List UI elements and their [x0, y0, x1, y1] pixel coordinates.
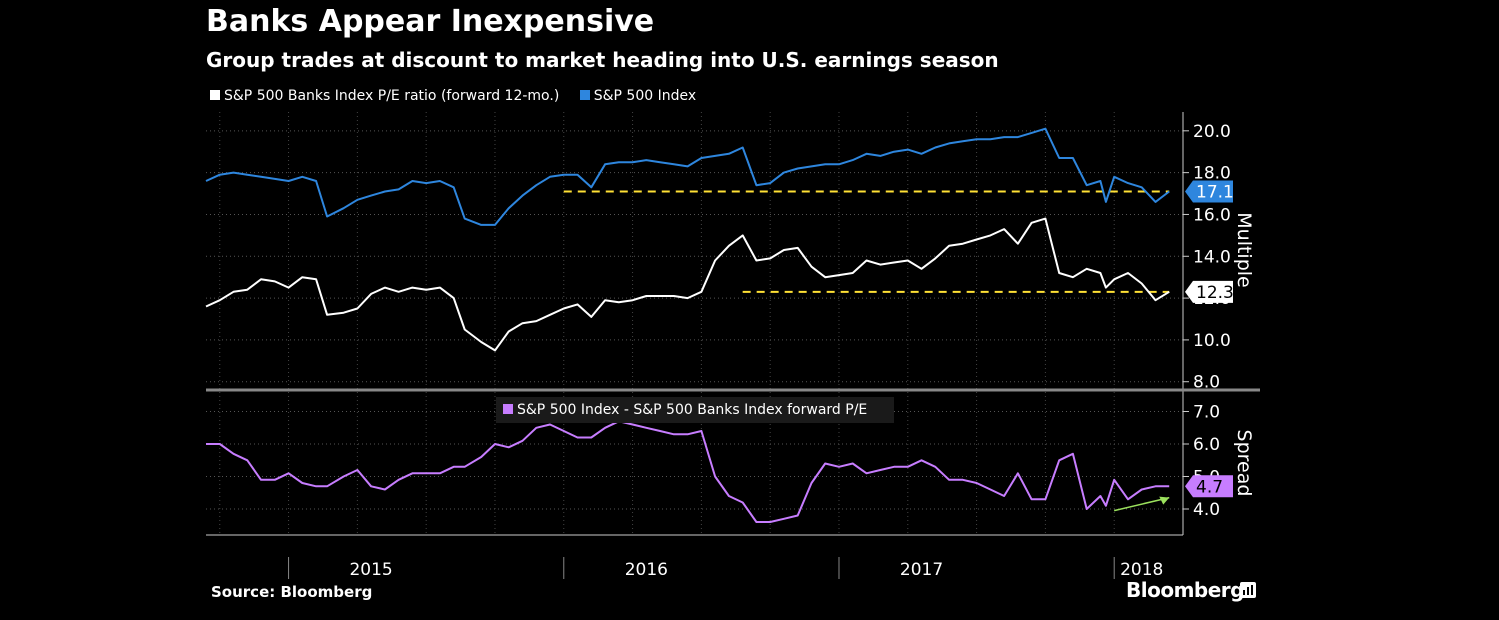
reference-lines	[563, 190, 1170, 293]
legend-swatch-spread	[503, 404, 513, 414]
legend-label-banks-pe: S&P 500 Banks Index P/E ratio (forward 1…	[224, 88, 560, 104]
banks-last-value-bg	[1185, 280, 1233, 303]
sp500-pe-line	[205, 127, 1170, 226]
bottom-ytick-label: 4.0	[1193, 500, 1220, 520]
spread-line	[206, 420, 1170, 523]
spread-last-value: 4.7	[1196, 477, 1223, 497]
sp500-last-value-bg	[1185, 180, 1233, 203]
top-axis-label: Multiple	[1233, 212, 1255, 287]
bottom-legend: S&P 500 Index - S&P 500 Banks Index forw…	[496, 397, 894, 423]
top-panel-grid	[206, 130, 1183, 383]
bloomberg-chart-icon	[1240, 582, 1256, 598]
source-note: Source: Bloomberg	[211, 583, 373, 601]
chart-title: Banks Appear Inexpensive	[206, 4, 655, 39]
legend-swatch-sp500	[579, 90, 590, 100]
top-ytick-label: 18.0	[1193, 164, 1231, 184]
bottom-ytick-label: 7.0	[1193, 403, 1220, 423]
bottom-axis-label: Spread	[1233, 430, 1255, 497]
legend-label-sp500: S&P 500 Index	[593, 88, 697, 104]
top-ytick-label: 20.0	[1193, 122, 1231, 142]
x-tick-label: 2017	[900, 560, 943, 580]
top-ytick-label: 8.0	[1193, 373, 1220, 393]
tick-labels: 8.010.012.014.016.018.020.04.05.06.07.02…	[349, 122, 1255, 580]
axes	[206, 112, 1260, 579]
banks-pe-line	[205, 217, 1170, 352]
legend-swatch-banks-pe	[210, 90, 220, 100]
year-gridlines	[219, 112, 1115, 535]
legend-top: S&P 500 Banks Index P/E ratio (forward 1…	[210, 88, 712, 104]
trend-arrow-head	[1159, 496, 1170, 505]
chart-subtitle: Group trades at discount to market headi…	[206, 48, 999, 72]
sp500-last-value: 17.1	[1196, 182, 1234, 202]
legend-item-banks-pe: S&P 500 Banks Index P/E ratio (forward 1…	[210, 88, 559, 104]
bottom-legend-box	[496, 397, 894, 423]
banks-last-value: 12.3	[1196, 283, 1234, 303]
legend-item-sp500: S&P 500 Index	[579, 88, 697, 104]
bottom-ytick-label: 6.0	[1193, 435, 1220, 455]
value-labels: 17.1 12.3 4.7	[1114, 180, 1234, 512]
x-tick-label: 2015	[349, 560, 392, 580]
x-tick-label: 2018	[1120, 560, 1163, 580]
top-ytick-label: 16.0	[1193, 205, 1231, 225]
x-tick-label: 2016	[625, 560, 668, 580]
bloomberg-logo: Bloomberg	[1126, 578, 1244, 602]
spread-last-value-bg	[1185, 475, 1233, 498]
bottom-panel-grid	[206, 411, 1183, 510]
series-lines	[205, 127, 1170, 523]
top-ytick-label: 10.0	[1193, 331, 1231, 351]
legend-label-spread: S&P 500 Index - S&P 500 Banks Index forw…	[517, 402, 867, 418]
trend-arrow	[1114, 496, 1170, 512]
top-ytick-label: 14.0	[1193, 247, 1231, 267]
